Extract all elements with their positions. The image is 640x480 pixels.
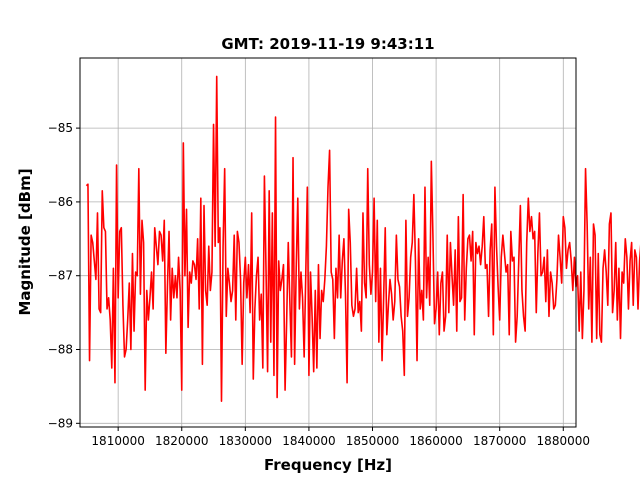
series-line	[85, 75, 640, 402]
x-axis-label: Frequency [Hz]	[264, 456, 392, 474]
x-tick-label: 1870000	[473, 434, 526, 448]
x-tick-label: 1810000	[91, 434, 144, 448]
x-axis-ticks: 1810000 1820000 1830000 1840000 1850000 18600…	[91, 427, 590, 448]
y-tick-label: −86	[48, 195, 73, 209]
x-tick-label: 1850000	[346, 434, 399, 448]
y-axis-ticks: −89 −88 −87 −86 −85	[48, 121, 80, 430]
x-tick-label: 1820000	[155, 434, 208, 448]
x-tick-label: 1840000	[282, 434, 335, 448]
x-tick-label: 1880000	[537, 434, 590, 448]
y-tick-label: −88	[48, 343, 73, 357]
y-tick-label: −89	[48, 416, 73, 430]
chart-title: GMT: 2019-11-19 9:43:11	[221, 35, 434, 53]
plot-line-group	[85, 75, 640, 402]
plot-frame	[79, 57, 577, 428]
x-tick-label: 1860000	[409, 434, 462, 448]
y-axis-label: Magnitude [dBm]	[16, 168, 34, 315]
y-tick-label: −85	[48, 121, 73, 135]
x-tick-label: 1830000	[219, 434, 272, 448]
y-tick-label: −87	[48, 269, 73, 283]
